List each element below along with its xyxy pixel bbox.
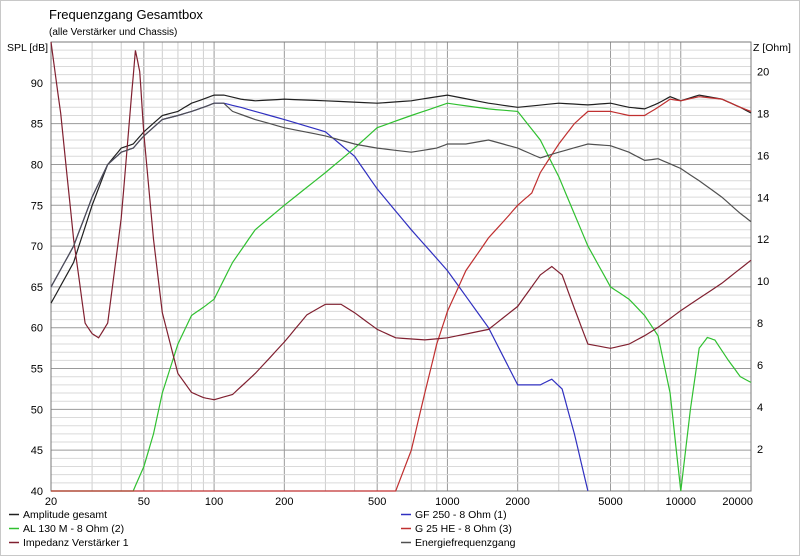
series-line-5 (50, 102, 752, 288)
y2-tick-label: 16 (757, 150, 769, 162)
x-tick-label: 5000 (598, 496, 622, 508)
y-tick-label: 85 (31, 119, 43, 131)
legend-label: GF 250 - 8 Ohm (1) (415, 509, 507, 521)
y-tick-label: 45 (31, 445, 43, 457)
y-tick-label: 60 (31, 323, 43, 335)
y2-tick-label: 10 (757, 276, 769, 288)
y2-tick-label: 18 (757, 108, 769, 120)
chart-subtitle: (alle Verstärker und Chassis) (49, 27, 177, 38)
x-tick-label: 2000 (505, 496, 529, 508)
y-tick-label: 55 (31, 364, 43, 376)
y2-axis-label: Z [Ohm] (753, 42, 791, 54)
series-line-3 (51, 96, 752, 492)
x-tick-label: 200 (275, 496, 293, 508)
y-tick-label: 90 (31, 78, 43, 90)
y2-tick-label: 20 (757, 66, 769, 78)
legend-label: AL 130 M - 8 Ohm (2) (23, 523, 124, 535)
x-tick-label: 20 (45, 496, 57, 508)
axis-ticks: 40 45 50 55 60 65 70 75 80 85 90 2 4 6 8 10 12 14 16 18 20 20… (31, 66, 770, 508)
y-tick-label: 75 (31, 200, 43, 212)
series-line-1 (50, 102, 589, 492)
y-tick-label: 80 (31, 159, 43, 171)
chart-title: Frequenzgang Gesamtbox (49, 7, 203, 22)
grid-lines (51, 42, 751, 491)
y-tick-label: 70 (31, 241, 43, 253)
x-tick-label: 100 (205, 496, 223, 508)
x-tick-label: 10000 (665, 496, 696, 508)
legend-label: Amplitude gesamt (23, 509, 107, 521)
y2-tick-label: 8 (757, 318, 763, 330)
x-tick-label: 20000 (722, 496, 753, 508)
series-line-2 (51, 102, 752, 492)
series-line-0 (50, 94, 752, 304)
y-tick-label: 65 (31, 282, 43, 294)
x-tick-label: 50 (138, 496, 150, 508)
series-line-4 (50, 41, 752, 401)
data-lines (50, 41, 752, 492)
y-tick-label: 50 (31, 404, 43, 416)
y2-tick-label: 12 (757, 234, 769, 246)
y2-tick-label: 6 (757, 360, 763, 372)
plot-area-border (50, 41, 752, 492)
legend-label: G 25 HE - 8 Ohm (3) (415, 523, 512, 535)
y2-tick-label: 14 (757, 192, 769, 204)
legend-label: Impedanz Verstärker 1 (23, 537, 129, 549)
x-tick-label: 500 (368, 496, 386, 508)
y-tick-label: 40 (31, 486, 43, 498)
legend: Amplitude gesamt GF 250 - 8 Ohm (1) AL 130… (9, 509, 516, 549)
y2-tick-label: 4 (757, 402, 763, 414)
x-tick-label: 1000 (435, 496, 459, 508)
y2-tick-label: 2 (757, 444, 763, 456)
y-axis-label: SPL [dB] (7, 42, 48, 54)
legend-label: Energiefrequenzgang (415, 537, 516, 549)
